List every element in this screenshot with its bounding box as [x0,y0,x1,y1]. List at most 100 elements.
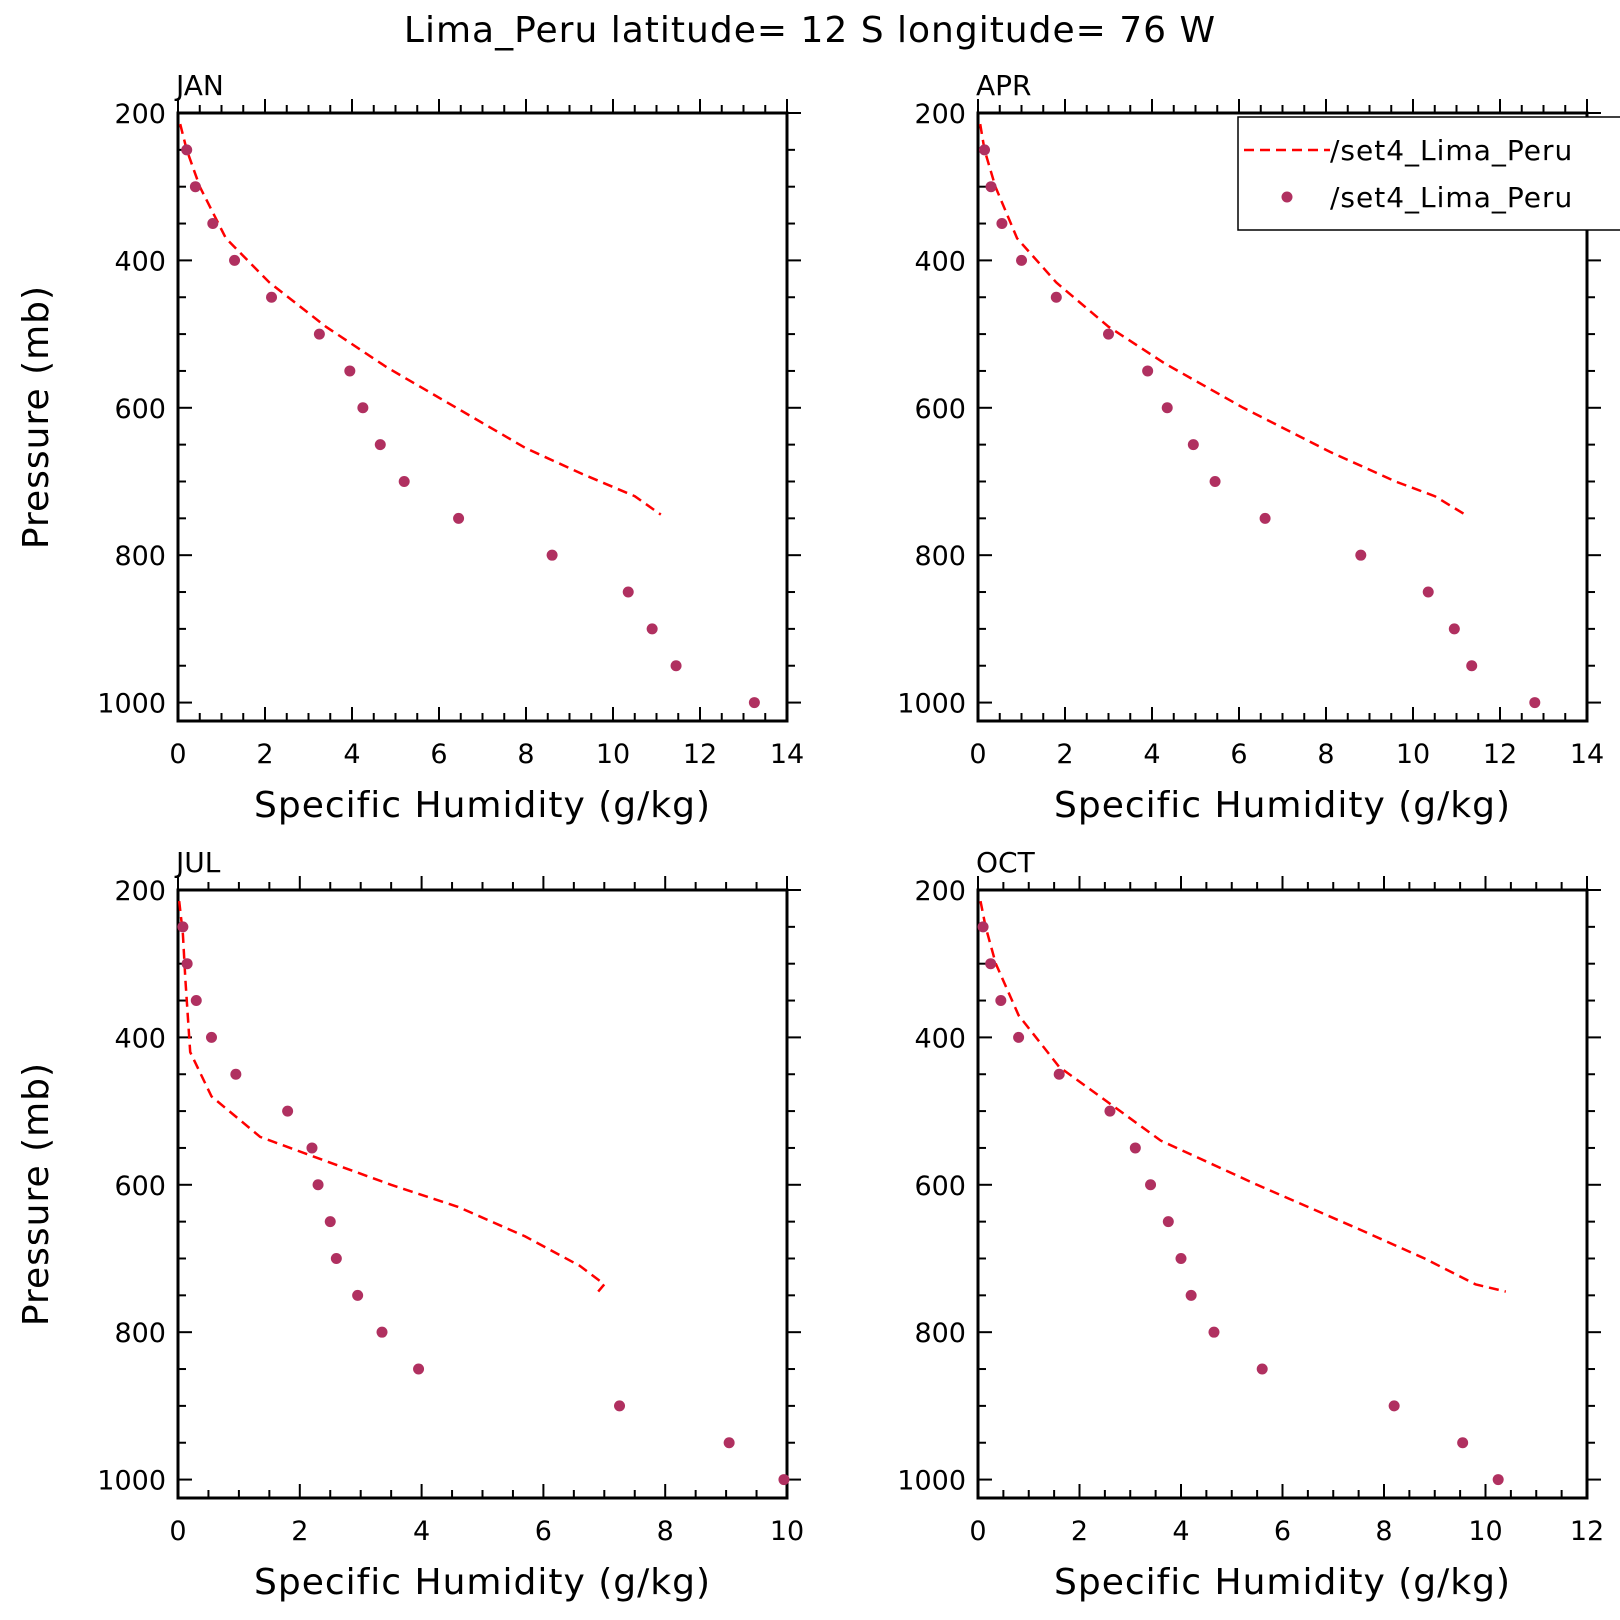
x-tick-label: 4 [1172,1516,1189,1547]
obs-point [230,1068,242,1080]
legend-entry-label: /set4_Lima_Peru [1330,134,1573,167]
x-tick-label: 10 [596,739,630,770]
obs-point [1209,475,1221,487]
obs-point [1103,328,1114,340]
legend-entry-label: /set4_Lima_Peru [1330,181,1573,214]
obs-point [1259,512,1271,524]
y-tick-label: 400 [114,246,166,277]
obs-point [181,958,193,970]
obs-point [1448,623,1460,635]
x-tick-label: 2 [256,739,273,770]
obs-point [1013,1031,1025,1043]
x-tick-label: 8 [517,739,534,770]
obs-point [453,512,465,524]
obs-point [181,144,193,156]
obs-point [748,697,760,709]
obs-point [282,1105,294,1117]
obs-point [1142,365,1154,377]
panel-jan: 0 2 4 6 8 10 12 14 200 400 600 800 1000 JAN Specific H… [16,69,804,826]
x-tick-label: 2 [1056,739,1073,770]
obs-point [1129,1142,1141,1154]
obs-point [1104,1105,1116,1117]
obs-point [1175,1252,1187,1264]
obs-point [670,660,682,672]
panel-apr: 0 2 4 6 8 10 12 14 200 400 600 800 1000 APR Specific H… [897,69,1604,826]
panel-title: JAN [174,69,224,102]
y-tick-label: 1000 [897,689,966,720]
legend-dot-swatch [1281,191,1293,203]
obs-point [1161,402,1173,414]
obs-point [1187,439,1199,451]
panel-title: OCT [976,846,1036,879]
panel-title: APR [976,69,1032,102]
x-tick-label: 0 [969,739,986,770]
model-series-line [978,123,1466,516]
obs-point [1388,1400,1400,1412]
y-tick-label: 1000 [97,689,166,720]
x-tick-label: 0 [169,1516,186,1547]
obs-point [1466,660,1478,672]
obs-point [546,549,558,561]
y-tick-label: 400 [914,1023,966,1054]
x-tick-label: 8 [657,1516,674,1547]
obs-point [1256,1363,1268,1375]
obs-point [622,586,634,598]
obs-point [979,144,991,156]
obs-point [207,218,219,230]
obs-point [1053,1068,1065,1080]
obs-point [646,623,658,635]
obs-point [177,921,189,933]
obs-point [614,1400,626,1412]
x-tick-label: 14 [1570,739,1604,770]
x-axis-label: Specific Humidity (g/kg) [254,1562,711,1603]
x-tick-label: 10 [1396,739,1430,770]
obs-point [985,958,997,970]
y-axis-label: Pressure (mb) [16,1062,57,1326]
y-tick-label: 1000 [897,1466,966,1497]
obs-point [1050,291,1062,303]
obs-point [778,1474,790,1486]
panel-oct: 0 2 4 6 8 10 12 200 400 600 800 1000 OCT Specific Hum… [897,846,1604,1603]
y-tick-label: 800 [114,1318,166,1349]
obs-point [977,921,989,933]
obs-point [1492,1474,1504,1486]
x-axis-label: Specific Humidity (g/kg) [254,785,711,826]
obs-point [344,365,356,377]
y-tick-label: 200 [114,99,166,130]
obs-point [996,218,1008,230]
x-tick-label: 2 [291,1516,308,1547]
obs-point [374,439,386,451]
panel-title: JUL [174,846,221,879]
y-tick-label: 800 [914,541,966,572]
obs-point [1162,1216,1174,1228]
panel-jul: 0 2 4 6 8 10 200 400 600 800 1000 JUL Specific Humid… [16,846,804,1603]
main-title: Lima_Peru latitude= 12 S longitude= 76 W [404,10,1216,51]
obs-point [312,1179,324,1191]
x-tick-label: 4 [413,1516,430,1547]
obs-point [330,1252,342,1264]
obs-point [352,1289,364,1301]
obs-point [1355,549,1367,561]
obs-point [357,402,369,414]
model-series-line [177,900,607,1293]
x-tick-label: 12 [1483,739,1517,770]
y-tick-label: 800 [114,541,166,572]
obs-point [1185,1289,1197,1301]
x-tick-label: 0 [169,739,186,770]
obs-point [1208,1326,1220,1338]
y-tick-label: 200 [914,99,966,130]
obs-point [306,1142,318,1154]
x-tick-label: 0 [969,1516,986,1547]
legend-frame [1237,116,1620,231]
y-tick-label: 200 [914,876,966,907]
model-series-line [178,123,662,516]
x-axis-label: Specific Humidity (g/kg) [1054,785,1511,826]
obs-point [398,475,410,487]
obs-point [190,995,202,1007]
x-tick-label: 4 [343,739,360,770]
obs-point [229,254,241,266]
x-axis-label: Specific Humidity (g/kg) [1054,1562,1511,1603]
y-tick-label: 1000 [97,1466,166,1497]
